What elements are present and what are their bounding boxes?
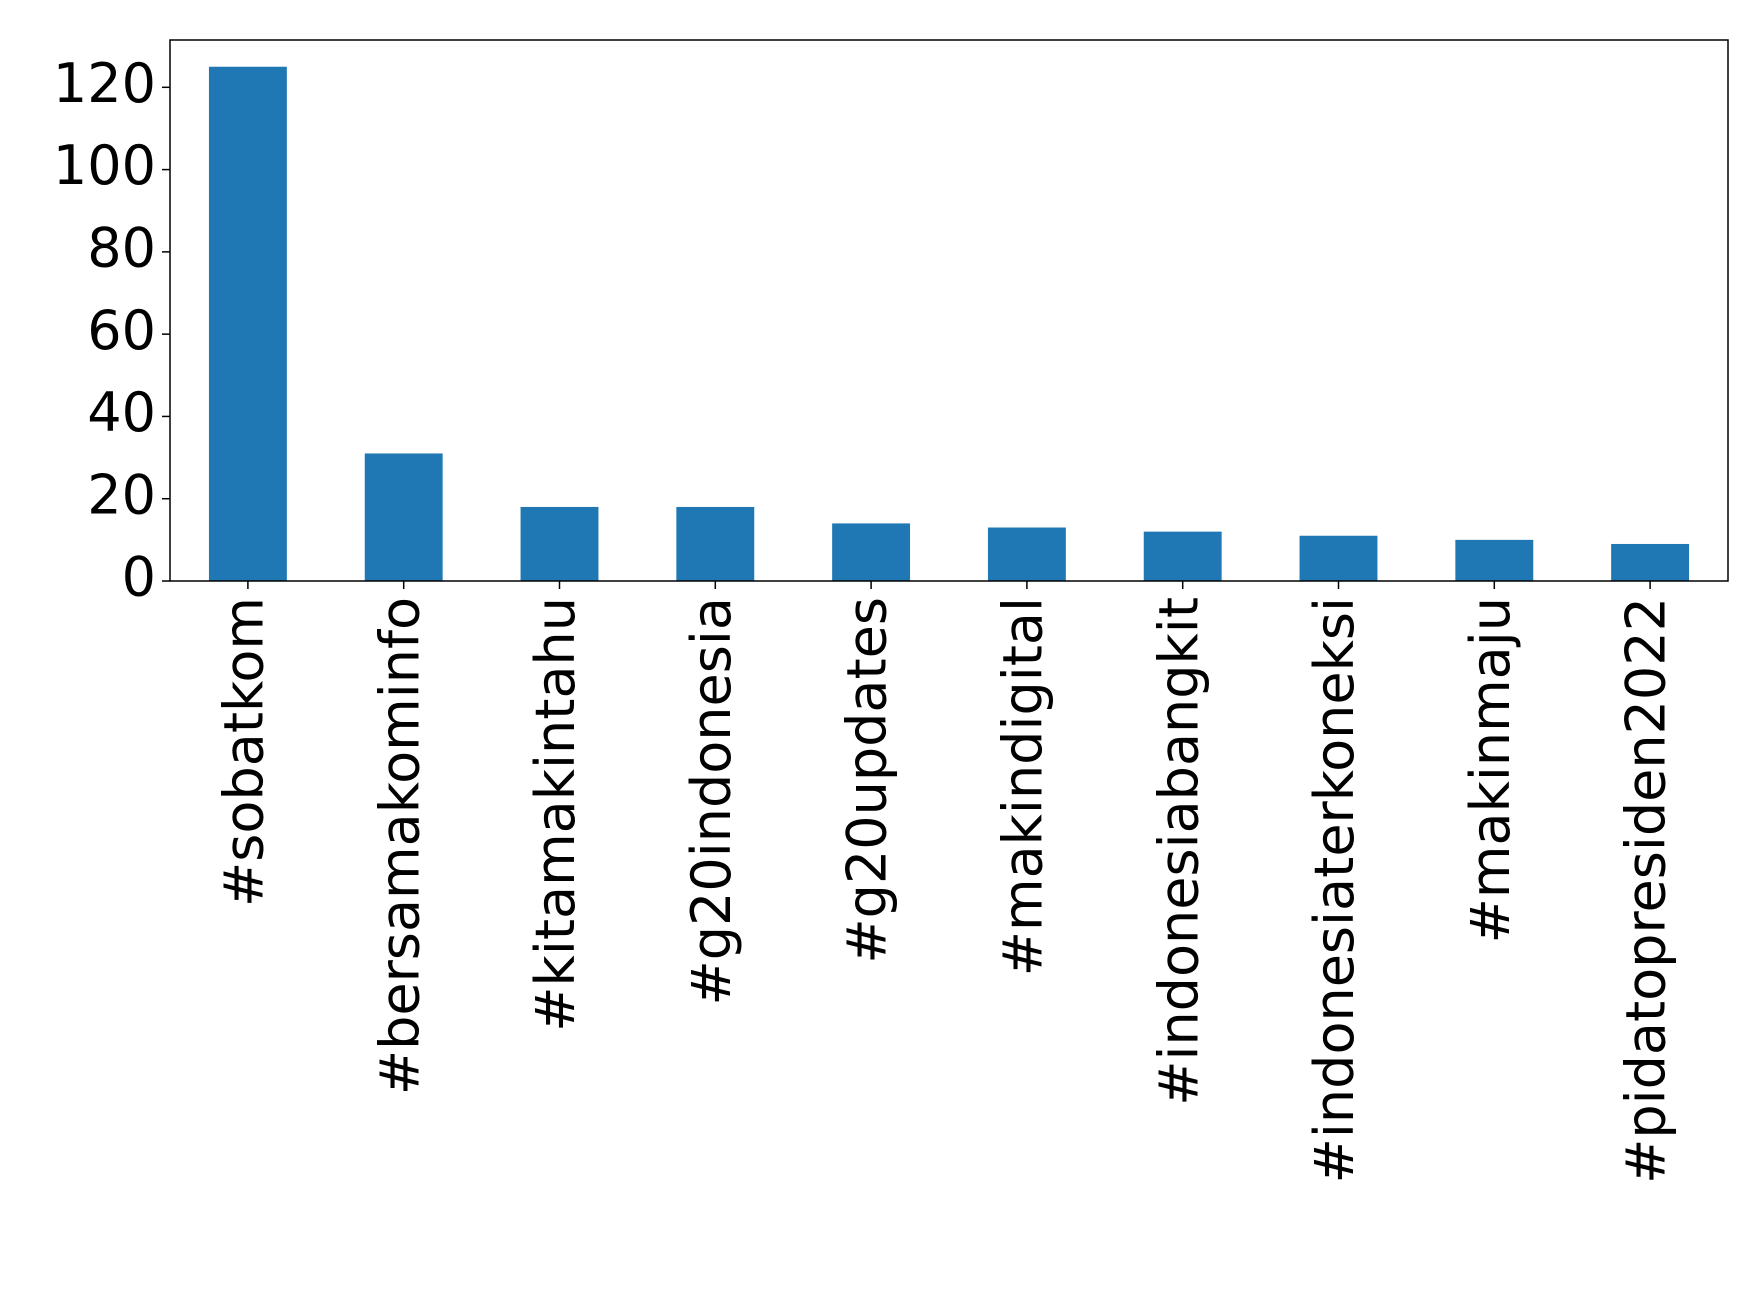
x-tick-label: #bersamakominfo [368,597,431,1095]
bar [832,523,911,581]
bar [1143,531,1222,581]
y-tick-label: 0 [122,546,156,609]
x-tick-label: #g20updates [836,597,899,964]
plot-frame [169,39,1729,582]
bar [208,66,287,581]
x-tick-label: #makindigital [992,597,1055,976]
y-tick-label: 20 [87,463,156,526]
x-tick-label: #kitamakintahu [524,597,587,1032]
bar [520,506,599,581]
x-tick-label: #makinmaju [1459,597,1522,943]
x-tick-label: #pidatopresiden2022 [1615,597,1678,1184]
bar [676,506,755,581]
x-tick-label: #indonesiabangkit [1147,597,1210,1106]
y-tick-label: 100 [53,134,156,197]
bar [987,527,1066,581]
bar [1455,539,1534,581]
x-tick-label: #g20indonesia [680,597,743,1005]
bar [1299,535,1378,581]
x-tick-label: #sobatkom [213,597,276,907]
y-tick-label: 120 [53,52,156,115]
bar [1611,543,1690,581]
bar [364,453,443,581]
y-tick-label: 40 [87,381,156,444]
y-tick-label: 80 [87,217,156,280]
y-tick-label: 60 [87,299,156,362]
x-tick-label: #indonesiaterkoneksi [1303,597,1366,1183]
